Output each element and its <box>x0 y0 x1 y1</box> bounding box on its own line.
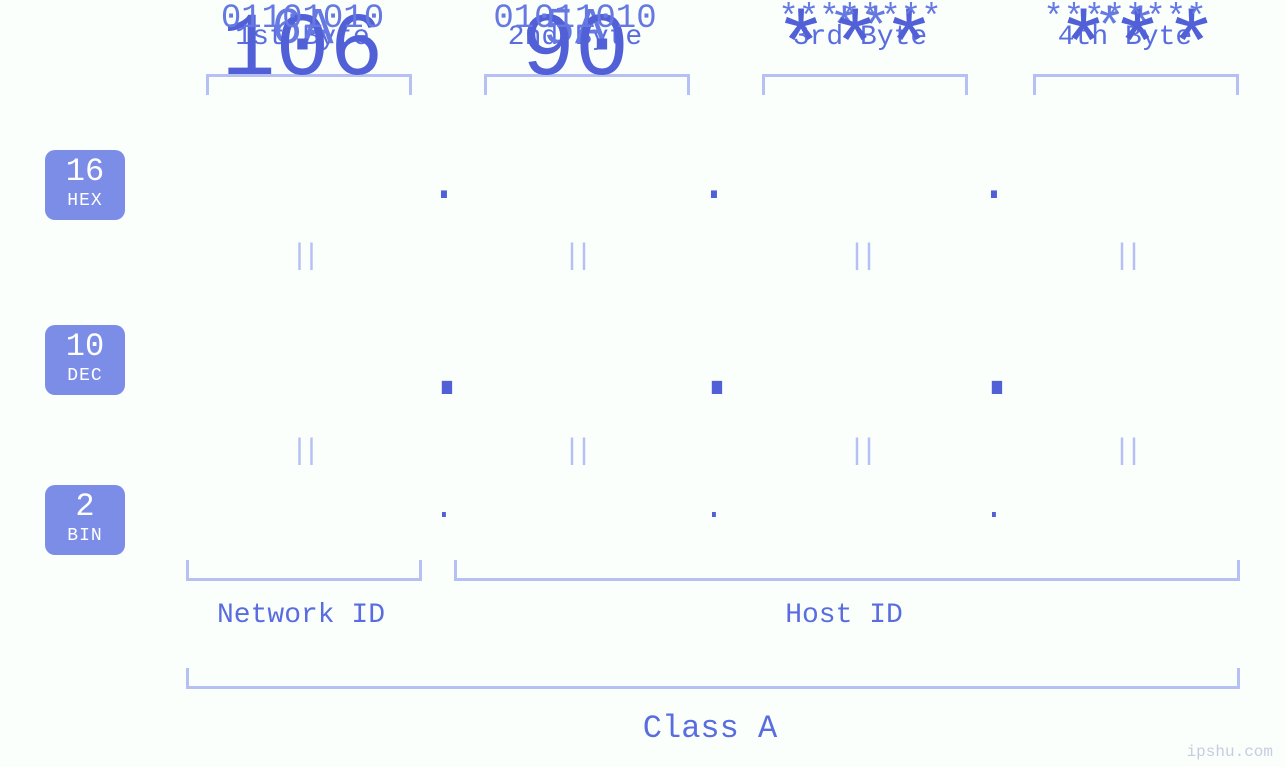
class-label: Class A <box>186 710 1234 747</box>
network-id-bracket <box>186 560 422 581</box>
bin-byte-3: ******** <box>760 0 960 38</box>
eq-dec-bin-4: || <box>1025 435 1225 469</box>
dec-label: DEC <box>45 363 125 385</box>
bin-dot-1: . <box>420 490 468 528</box>
dec-dot-3: . <box>970 320 1018 422</box>
eq-hex-dec-3: || <box>760 240 960 274</box>
host-id-label: Host ID <box>454 600 1234 631</box>
eq-hex-dec-4: || <box>1025 240 1225 274</box>
eq-dec-bin-2: || <box>470 435 680 469</box>
host-id-bracket <box>454 560 1240 581</box>
bin-dot-3: . <box>970 490 1018 528</box>
hex-label: HEX <box>45 188 125 210</box>
dec-base: 10 <box>45 325 125 363</box>
eq-hex-dec-1: || <box>185 240 420 274</box>
eq-dec-bin-1: || <box>185 435 420 469</box>
hex-base: 16 <box>45 150 125 188</box>
class-bracket <box>186 668 1240 689</box>
watermark: ipshu.com <box>1187 743 1273 761</box>
eq-hex-dec-2: || <box>470 240 680 274</box>
bin-byte-2: 01011010 <box>470 0 680 38</box>
bin-byte-1: 01101010 <box>185 0 420 38</box>
network-id-label: Network ID <box>186 600 416 631</box>
hex-dot-1: . <box>420 155 468 214</box>
bin-byte-4: ******** <box>1025 0 1225 38</box>
bin-badge: 2 BIN <box>45 485 125 555</box>
dec-dot-1: . <box>420 320 468 422</box>
bin-dot-2: . <box>690 490 738 528</box>
hex-badge: 16 HEX <box>45 150 125 220</box>
hex-dot-3: . <box>970 155 1018 214</box>
eq-dec-bin-3: || <box>760 435 960 469</box>
dec-badge: 10 DEC <box>45 325 125 395</box>
dec-dot-2: . <box>690 320 738 422</box>
hex-dot-2: . <box>690 155 738 214</box>
bin-label: BIN <box>45 523 125 545</box>
bin-base: 2 <box>45 485 125 523</box>
